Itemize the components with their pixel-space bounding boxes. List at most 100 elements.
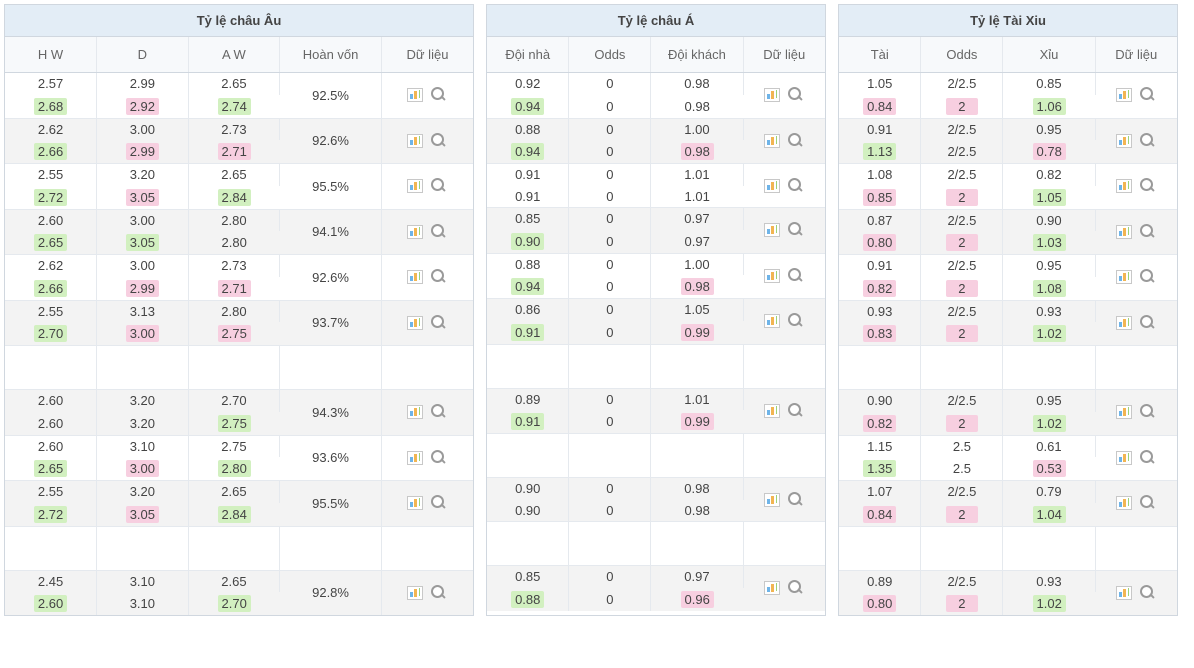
chart-icon[interactable]	[1116, 496, 1132, 510]
magnifier-icon[interactable]	[1138, 494, 1156, 512]
chart-icon[interactable]	[407, 88, 423, 102]
chart-icon[interactable]	[764, 223, 780, 237]
eu-aw: 2.65	[221, 574, 246, 589]
ou-table: Tài Odds Xỉu Dữ liệu 1.052/2.50.850.8421…	[839, 37, 1177, 615]
asia-home: 0.86	[515, 302, 540, 317]
chart-icon[interactable]	[1116, 316, 1132, 330]
magnifier-icon[interactable]	[429, 177, 447, 195]
magnifier-icon[interactable]	[786, 132, 804, 150]
magnifier-icon[interactable]	[1138, 449, 1156, 467]
eu-aw: 2.75	[221, 439, 246, 454]
asia-odds: 0	[606, 302, 613, 317]
magnifier-icon[interactable]	[786, 267, 804, 285]
eu-payout: 92.6%	[280, 118, 382, 164]
chart-icon[interactable]	[407, 270, 423, 284]
chart-icon[interactable]	[1116, 270, 1132, 284]
eu-d: 3.20	[130, 416, 155, 431]
chart-icon[interactable]	[764, 134, 780, 148]
asia-odds: 0	[606, 122, 613, 137]
chart-icon[interactable]	[764, 581, 780, 595]
chart-icon[interactable]	[764, 269, 780, 283]
magnifier-icon[interactable]	[786, 312, 804, 330]
chart-icon[interactable]	[407, 134, 423, 148]
magnifier-icon[interactable]	[1138, 268, 1156, 286]
ou-col-under: Xỉu	[1003, 37, 1095, 73]
magnifier-icon[interactable]	[429, 403, 447, 421]
eu-d: 3.00	[130, 122, 155, 137]
chart-icon[interactable]	[407, 225, 423, 239]
ou-odds: 2/2.5	[947, 393, 976, 408]
ou-under: 1.03	[1033, 234, 1066, 251]
magnifier-icon[interactable]	[429, 314, 447, 332]
asia-col-home: Đội nhà	[487, 37, 569, 73]
eu-hw: 2.45	[38, 574, 63, 589]
ou-under: 0.90	[1036, 213, 1061, 228]
magnifier-icon[interactable]	[1138, 584, 1156, 602]
magnifier-icon[interactable]	[1138, 223, 1156, 241]
ou-under: 0.53	[1033, 460, 1066, 477]
magnifier-icon[interactable]	[429, 494, 447, 512]
chart-icon[interactable]	[1116, 134, 1132, 148]
eu-hw: 2.55	[38, 304, 63, 319]
magnifier-icon[interactable]	[1138, 403, 1156, 421]
asia-home: 0.88	[515, 122, 540, 137]
eu-aw: 2.75	[218, 325, 251, 342]
chart-icon[interactable]	[764, 88, 780, 102]
chart-icon[interactable]	[1116, 179, 1132, 193]
chart-icon[interactable]	[1116, 225, 1132, 239]
chart-icon[interactable]	[764, 179, 780, 193]
chart-icon[interactable]	[407, 316, 423, 330]
table-row: 1.152.50.61	[839, 435, 1177, 457]
table-row-empty	[5, 346, 473, 390]
chart-icon[interactable]	[407, 451, 423, 465]
chart-icon[interactable]	[1116, 586, 1132, 600]
chart-icon[interactable]	[764, 404, 780, 418]
table-row: 2.623.002.7392.6%	[5, 255, 473, 277]
eu-aw: 2.73	[221, 258, 246, 273]
ou-col-data: Dữ liệu	[1095, 37, 1177, 73]
magnifier-icon[interactable]	[429, 132, 447, 150]
ou-under: 0.93	[1036, 574, 1061, 589]
table-row: 0.8901.01	[487, 388, 825, 410]
chart-icon[interactable]	[1116, 451, 1132, 465]
magnifier-icon[interactable]	[786, 86, 804, 104]
eu-hw: 2.68	[34, 98, 67, 115]
asia-odds: 0	[606, 592, 613, 607]
asia-home: 0.91	[511, 324, 544, 341]
magnifier-icon[interactable]	[429, 584, 447, 602]
chart-icon[interactable]	[407, 586, 423, 600]
eu-col-hw: H W	[5, 37, 97, 73]
magnifier-icon[interactable]	[786, 491, 804, 509]
ou-over: 0.84	[863, 506, 896, 523]
eu-payout: 94.1%	[280, 209, 382, 255]
table-row: 1.082/2.50.82	[839, 164, 1177, 186]
eu-aw: 2.80	[221, 304, 246, 319]
chart-icon[interactable]	[1116, 88, 1132, 102]
chart-icon[interactable]	[1116, 405, 1132, 419]
magnifier-icon[interactable]	[786, 221, 804, 239]
table-row: 0.902/2.50.95	[839, 390, 1177, 412]
magnifier-icon[interactable]	[786, 402, 804, 420]
magnifier-icon[interactable]	[1138, 86, 1156, 104]
ou-over: 1.08	[867, 167, 892, 182]
eu-d: 3.00	[130, 258, 155, 273]
magnifier-icon[interactable]	[1138, 314, 1156, 332]
asia-home: 0.88	[515, 257, 540, 272]
chart-icon[interactable]	[764, 314, 780, 328]
chart-icon[interactable]	[407, 405, 423, 419]
magnifier-icon[interactable]	[429, 268, 447, 286]
asia-away: 0.97	[685, 234, 710, 249]
magnifier-icon[interactable]	[429, 86, 447, 104]
table-row: 0.9101.01	[487, 164, 825, 186]
chart-icon[interactable]	[407, 179, 423, 193]
magnifier-icon[interactable]	[786, 177, 804, 195]
magnifier-icon[interactable]	[1138, 132, 1156, 150]
magnifier-icon[interactable]	[429, 449, 447, 467]
ou-odds: 2.5	[953, 461, 971, 476]
magnifier-icon[interactable]	[1138, 177, 1156, 195]
magnifier-icon[interactable]	[786, 579, 804, 597]
magnifier-icon[interactable]	[429, 223, 447, 241]
chart-icon[interactable]	[764, 493, 780, 507]
table-row: 2.453.102.6592.8%	[5, 570, 473, 592]
chart-icon[interactable]	[407, 496, 423, 510]
